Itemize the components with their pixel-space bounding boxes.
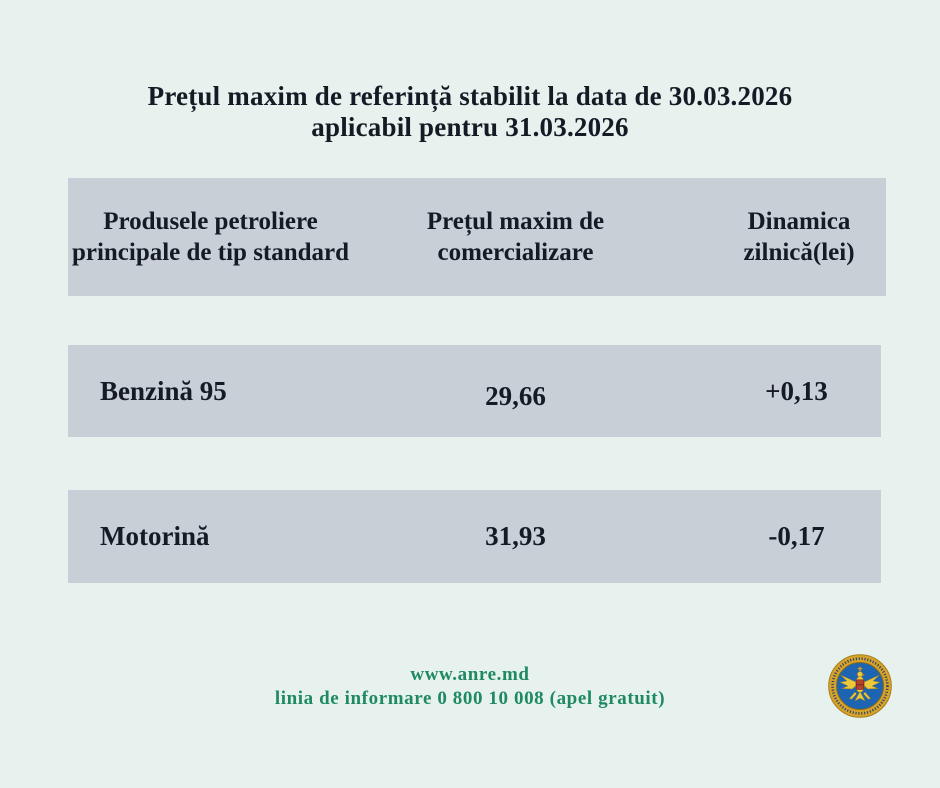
table-row-motorina: Motorină 31,93 -0,17 bbox=[68, 490, 881, 583]
product-dynamic: -0,17 bbox=[768, 521, 825, 551]
header-daily-dynamic-column: Dinamica zilnică(lei) bbox=[743, 208, 855, 266]
product-price: 31,93 bbox=[485, 521, 546, 551]
footer-website: www.anre.md bbox=[410, 664, 530, 685]
header-max-price-column: Prețul maxim de comercializare bbox=[426, 208, 605, 266]
product-dynamic: +0,13 bbox=[765, 375, 828, 406]
anre-moldova-emblem-icon bbox=[828, 654, 892, 718]
title-line-1: Prețul maxim de referință stabilit la da… bbox=[147, 81, 793, 111]
table-header-row: Produsele petroliere principale de tip s… bbox=[68, 178, 886, 296]
title-line-2: aplicabil pentru 31.03.2026 bbox=[311, 112, 629, 142]
product-price: 29,66 bbox=[485, 380, 546, 411]
page-title: Prețul maxim de referință stabilit la da… bbox=[0, 81, 940, 143]
product-name: Motorină bbox=[100, 521, 210, 551]
header-products-column: Produsele petroliere principale de tip s… bbox=[71, 208, 350, 266]
footer-info-line: linia de informare 0 800 10 008 (apel gr… bbox=[274, 688, 666, 709]
table-row-benzina: Benzină 95 29,66 +0,13 bbox=[68, 345, 881, 437]
product-name: Benzină 95 bbox=[100, 375, 227, 406]
footer-contact-block: www.anre.md linia de informare 0 800 10 … bbox=[0, 663, 940, 711]
